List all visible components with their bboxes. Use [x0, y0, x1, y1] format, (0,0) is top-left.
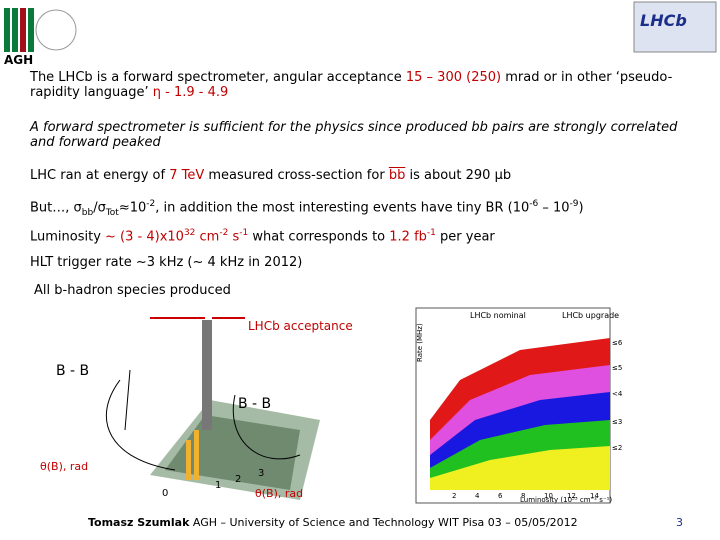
text: η - 1.9 - 4.9	[152, 85, 229, 100]
tick: 12	[567, 492, 576, 500]
paragraph: A forward spectrometer is sufficient for…	[30, 120, 678, 150]
text: measured cross-section for	[204, 168, 389, 183]
paragraph: The LHCb is a forward spectrometer, angu…	[30, 70, 690, 100]
text: -2	[146, 199, 156, 209]
text: is about 290 μb	[405, 168, 512, 183]
pair-label: B - B	[238, 396, 271, 412]
paragraph: LHC ran at energy of 7 TeV measured cros…	[30, 168, 690, 183]
tick: 8	[521, 492, 525, 500]
page-number: 3	[676, 516, 683, 529]
text: – 10	[538, 200, 570, 216]
text: -6	[529, 199, 539, 209]
tick: 0	[162, 488, 168, 499]
lhcb-logo: LHCb	[633, 1, 717, 53]
tick: 2	[235, 474, 241, 485]
band-label: ≤2	[612, 444, 622, 452]
text: /σ	[93, 200, 106, 216]
text: ≈10	[118, 200, 147, 216]
legend: LHCb upgrade	[562, 311, 619, 320]
x-ticks: 2 4 6 8 10 12 14	[452, 492, 599, 500]
axis-label: θ(B), rad	[255, 487, 303, 500]
text: per year	[435, 229, 495, 245]
band-label: ≤6	[612, 339, 623, 347]
text: -9	[569, 199, 579, 209]
text: 7 TeV	[169, 168, 205, 183]
tick: 2	[452, 492, 456, 500]
pair-label: B - B	[56, 363, 89, 379]
text: -2	[219, 228, 229, 238]
acceptance-label: LHCb acceptance	[248, 319, 353, 333]
agh-logo: AGH	[4, 8, 77, 67]
band-label: <4	[612, 390, 623, 398]
right-figure: LHCb nominal LHCb upgrade Rate (MHz) Lum…	[415, 307, 623, 504]
text: Luminosity	[30, 229, 106, 245]
text: The LHCb is a forward spectrometer, angu…	[30, 70, 406, 85]
text: -1	[239, 228, 249, 238]
tick: 6	[498, 492, 503, 500]
text: s	[228, 229, 240, 245]
text: LHC ran at energy of	[30, 168, 170, 183]
text: -1	[426, 228, 436, 238]
band-labels: ≤6 ≤5 <4 ≤3 ≤2	[612, 339, 623, 452]
text: 15 – 300 (250)	[405, 70, 502, 85]
logo-text: AGH	[4, 53, 33, 67]
paragraph: But…, σbb/σTot≈10-2, in addition the mos…	[30, 197, 690, 221]
text: 1.2 fb	[389, 229, 427, 245]
tick: 1	[215, 480, 221, 491]
text: Tot	[105, 207, 119, 218]
footer-text: AGH – University of Science and Technolo…	[189, 516, 578, 529]
legend: LHCb nominal	[470, 311, 526, 320]
text: mrad or in other ‘pseudo-rapidity langua…	[30, 70, 673, 100]
paragraph: All b-hadron species produced	[34, 283, 231, 298]
tick: 4	[475, 492, 480, 500]
paragraph: HLT trigger rate ~3 kHz (~ 4 kHz in 2012…	[30, 255, 303, 270]
y-label: Rate (MHz)	[416, 323, 424, 362]
band-label: ≤3	[612, 418, 622, 426]
text: )	[578, 200, 584, 216]
tick: 10	[544, 492, 553, 500]
author: Tomasz Szumlak	[88, 516, 190, 529]
svg-text:LHCb: LHCb	[640, 11, 687, 30]
left-figure: LHCb acceptance B - B B - B θ(B), rad θ(…	[40, 317, 353, 500]
text: bb	[81, 207, 94, 218]
paragraph: Luminosity ~ (3 - 4)x1032 cm-2 s-1 what …	[30, 226, 690, 244]
x-label: Luminosity (10³³ cm⁻² s⁻¹)	[520, 496, 612, 504]
text: But…, σ	[30, 200, 82, 216]
text: cm	[195, 229, 220, 245]
axis-label: θ(B), rad	[40, 460, 88, 473]
text: ~ (3 - 4)x10	[105, 229, 184, 245]
text: what corresponds to	[248, 229, 390, 245]
text: 32	[183, 228, 196, 238]
text: , in addition the most interesting event…	[155, 200, 530, 216]
text: bb	[388, 168, 406, 183]
band-label: ≤5	[612, 364, 622, 372]
tick: 3	[258, 468, 264, 479]
tick: 14	[590, 492, 599, 500]
footer: Tomasz Szumlak AGH – University of Scien…	[88, 516, 578, 529]
